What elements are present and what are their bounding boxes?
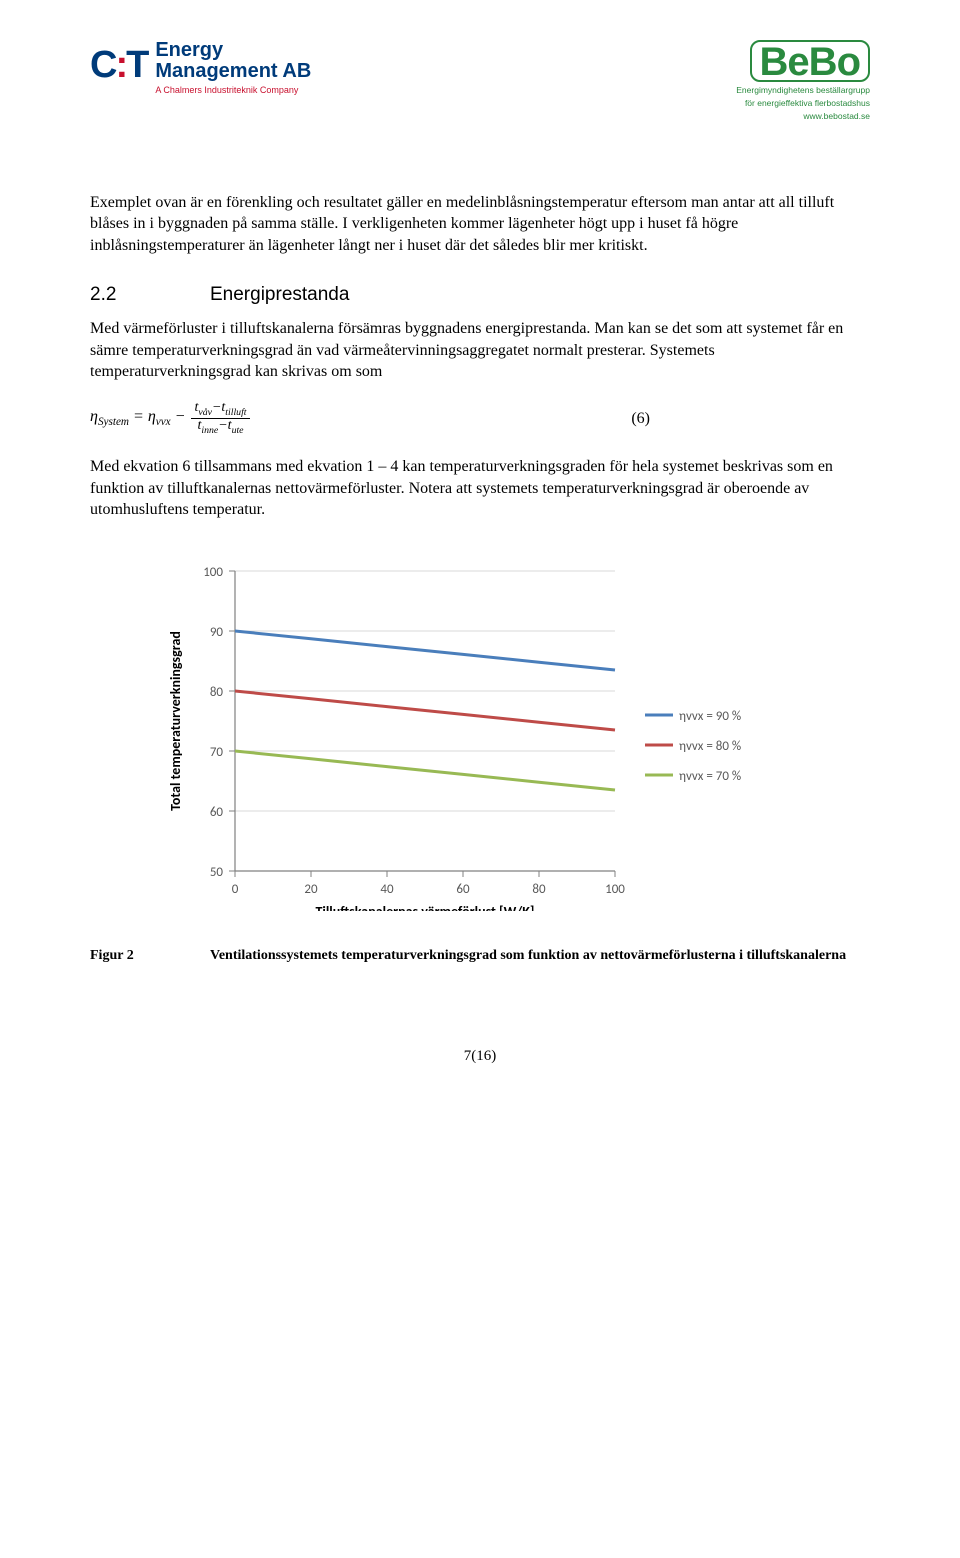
- figure-caption: Figur 2 Ventilationssystemets temperatur…: [90, 947, 870, 966]
- section-number: 2.2: [90, 282, 210, 308]
- efficiency-chart: 50 60 70 80 90 100 0 20 40 60 80 100 Total temperatu…: [150, 551, 870, 918]
- svg-text:40: 40: [380, 882, 394, 897]
- svg-text:90: 90: [210, 625, 224, 640]
- figure-text: Ventilationssystemets temperaturverkning…: [210, 947, 846, 966]
- equation-6: ηSystem = ηvvx − tvåv−ttilluft tinne−tut…: [90, 401, 870, 436]
- cit-management: Management AB: [155, 61, 311, 82]
- svg-text:60: 60: [456, 882, 470, 897]
- svg-text:20: 20: [304, 882, 318, 897]
- bebo-sub3: www.bebostad.se: [736, 111, 870, 121]
- line-chart-svg: 50 60 70 80 90 100 0 20 40 60 80 100 Total temperatu…: [150, 551, 770, 911]
- figure-label: Figur 2: [90, 947, 210, 966]
- cit-logo: C:T Energy Management AB A Chalmers Indu…: [90, 40, 311, 96]
- cit-mark: C:T: [90, 40, 147, 91]
- svg-text:80: 80: [532, 882, 546, 897]
- bebo-sub1: Energimyndighetens beställargrupp: [736, 85, 870, 95]
- svg-text:80: 80: [210, 685, 224, 700]
- svg-text:ηvvx = 80 %: ηvvx = 80 %: [679, 739, 741, 754]
- section-heading: 2.2 Energiprestanda: [90, 282, 870, 308]
- svg-text:100: 100: [203, 565, 223, 580]
- svg-text:Total temperaturverkningsgrad: Total temperaturverkningsgrad: [167, 631, 184, 811]
- paragraph-2: Med värmeförluster i tilluftskanalerna f…: [90, 318, 870, 383]
- cit-energy: Energy: [155, 40, 311, 61]
- svg-text:100: 100: [605, 882, 625, 897]
- page-header: C:T Energy Management AB A Chalmers Indu…: [90, 40, 870, 122]
- paragraph-1: Exemplet ovan är en förenkling och resul…: [90, 192, 870, 257]
- svg-text:Tilluftskanalernas värmeförlus: Tilluftskanalernas värmeförlust [W/K]: [316, 903, 535, 911]
- paragraph-3: Med ekvation 6 tillsammans med ekvation …: [90, 456, 870, 521]
- bebo-sub2: för energieffektiva flerbostadshus: [736, 98, 870, 108]
- page-number: 7(16): [90, 1046, 870, 1066]
- bebo-logo: BeBo Energimyndighetens beställargrupp f…: [736, 40, 870, 122]
- svg-text:ηvvx = 90 %: ηvvx = 90 %: [679, 709, 741, 724]
- svg-text:50: 50: [210, 865, 224, 880]
- bebo-mark: BeBo: [750, 40, 870, 82]
- section-title: Energiprestanda: [210, 282, 349, 308]
- equation-number: (6): [631, 408, 870, 430]
- svg-text:0: 0: [232, 882, 239, 897]
- cit-tagline: A Chalmers Industriteknik Company: [155, 84, 311, 96]
- svg-text:ηvvx = 70 %: ηvvx = 70 %: [679, 769, 741, 784]
- svg-text:60: 60: [210, 805, 224, 820]
- svg-text:70: 70: [210, 745, 224, 760]
